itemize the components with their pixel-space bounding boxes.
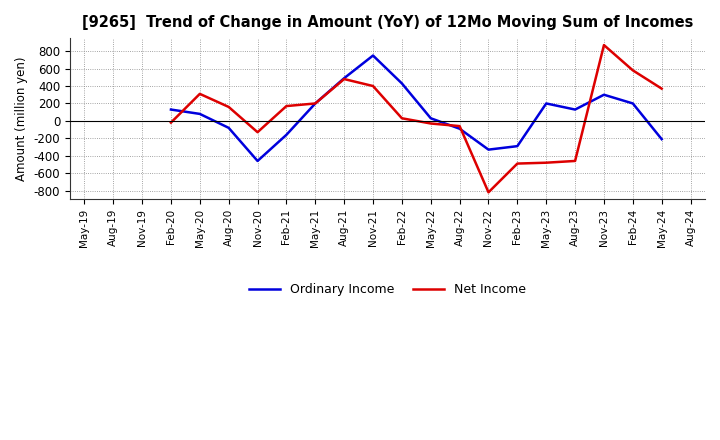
Ordinary Income: [513, 143, 522, 149]
Net Income: [571, 158, 580, 164]
Ordinary Income: [282, 132, 291, 137]
Ordinary Income: [196, 111, 204, 117]
Net Income: [340, 77, 348, 82]
Line: Net Income: Net Income: [171, 45, 662, 192]
Net Income: [369, 84, 377, 89]
Net Income: [513, 161, 522, 166]
Ordinary Income: [397, 81, 406, 86]
Ordinary Income: [600, 92, 608, 97]
Net Income: [484, 190, 492, 195]
Ordinary Income: [311, 101, 320, 106]
Ordinary Income: [629, 101, 637, 106]
Ordinary Income: [225, 125, 233, 131]
Ordinary Income: [455, 126, 464, 132]
Title: [9265]  Trend of Change in Amount (YoY) of 12Mo Moving Sum of Incomes: [9265] Trend of Change in Amount (YoY) o…: [82, 15, 693, 30]
Net Income: [397, 116, 406, 121]
Net Income: [426, 121, 435, 126]
Net Income: [657, 86, 666, 91]
Net Income: [542, 160, 551, 165]
Line: Ordinary Income: Ordinary Income: [171, 55, 662, 161]
Ordinary Income: [253, 158, 262, 164]
Ordinary Income: [542, 101, 551, 106]
Ordinary Income: [426, 116, 435, 121]
Net Income: [629, 68, 637, 73]
Net Income: [166, 120, 175, 125]
Net Income: [253, 129, 262, 135]
Net Income: [311, 101, 320, 106]
Ordinary Income: [166, 107, 175, 112]
Net Income: [600, 42, 608, 48]
Net Income: [455, 124, 464, 129]
Net Income: [225, 104, 233, 110]
Legend: Ordinary Income, Net Income: Ordinary Income, Net Income: [243, 278, 531, 301]
Ordinary Income: [484, 147, 492, 152]
Ordinary Income: [657, 136, 666, 142]
Ordinary Income: [369, 53, 377, 58]
Y-axis label: Amount (million yen): Amount (million yen): [15, 56, 28, 181]
Net Income: [196, 91, 204, 96]
Ordinary Income: [340, 76, 348, 81]
Ordinary Income: [571, 107, 580, 112]
Net Income: [282, 103, 291, 109]
